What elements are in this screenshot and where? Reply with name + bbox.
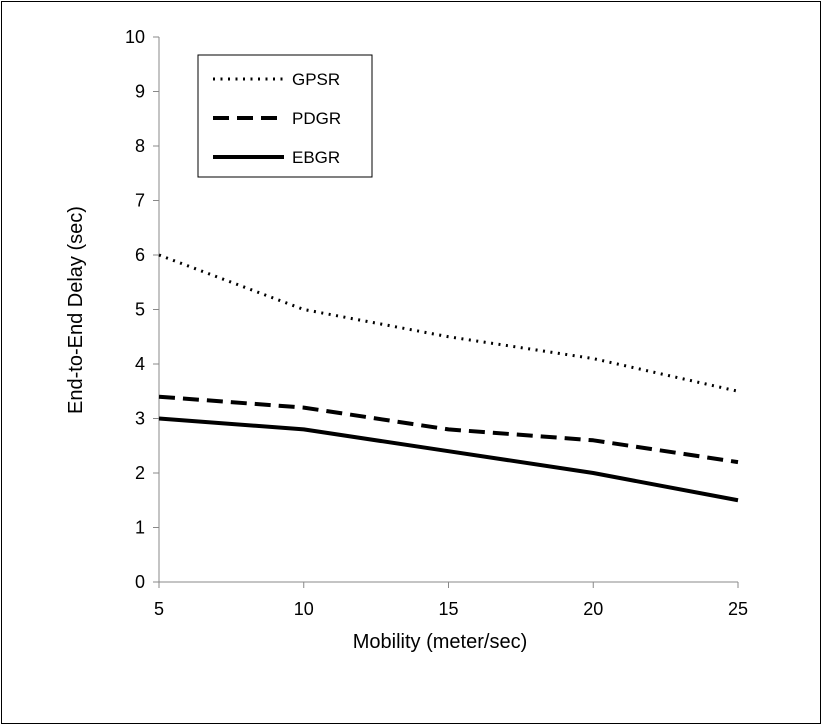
series-lines bbox=[158, 253, 739, 503]
legend-label-gpsr: GPSR bbox=[292, 70, 340, 89]
y-tick-label: 2 bbox=[135, 463, 145, 483]
series-line-pdgr bbox=[158, 394, 739, 465]
legend: GPSR PDGR EBGR bbox=[197, 54, 373, 178]
legend-label-pdgr: PDGR bbox=[292, 109, 341, 128]
x-axis: 5 10 15 20 25 bbox=[154, 581, 748, 619]
y-axis-label: End-to-End Delay (sec) bbox=[65, 206, 87, 414]
y-tick-label: 1 bbox=[135, 518, 145, 538]
y-tick-label: 6 bbox=[135, 245, 145, 265]
y-tick-label: 9 bbox=[135, 82, 145, 102]
x-tick-label: 20 bbox=[583, 599, 603, 619]
y-tick-label: 3 bbox=[135, 409, 145, 429]
x-tick-label: 15 bbox=[438, 599, 458, 619]
y-tick-label: 4 bbox=[135, 354, 145, 374]
series-line-ebgr bbox=[158, 416, 739, 503]
x-axis-label: Mobility (meter/sec) bbox=[353, 631, 527, 653]
y-tick-label: 0 bbox=[135, 572, 145, 592]
y-axis: 0 1 2 3 4 5 6 7 8 9 10 bbox=[125, 27, 160, 592]
y-tick-label: 7 bbox=[135, 191, 145, 211]
x-tick-label: 25 bbox=[728, 599, 748, 619]
x-tick-label: 5 bbox=[154, 599, 164, 619]
y-tick-label: 10 bbox=[125, 27, 145, 47]
series-line-gpsr bbox=[158, 253, 739, 393]
legend-label-ebgr: EBGR bbox=[292, 148, 340, 167]
y-tick-label: 5 bbox=[135, 300, 145, 320]
x-tick-label: 10 bbox=[294, 599, 314, 619]
y-tick-label: 8 bbox=[135, 136, 145, 156]
